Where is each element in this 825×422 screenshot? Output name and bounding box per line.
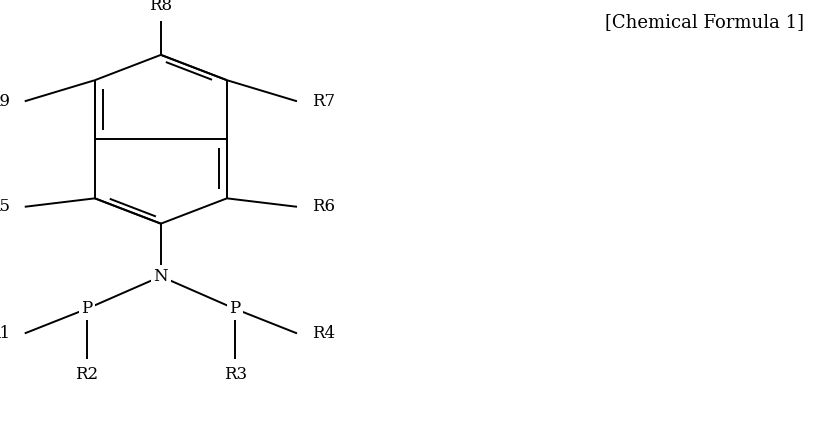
Text: P: P [229, 300, 241, 317]
Text: P: P [81, 300, 92, 317]
Text: [Chemical Formula 1]: [Chemical Formula 1] [606, 13, 804, 31]
Text: R5: R5 [0, 198, 10, 215]
Text: R1: R1 [0, 325, 10, 342]
Text: R8: R8 [149, 0, 172, 14]
Text: R6: R6 [312, 198, 335, 215]
Text: R3: R3 [224, 366, 247, 383]
Text: N: N [153, 268, 168, 285]
Text: R7: R7 [312, 93, 335, 110]
Text: R9: R9 [0, 93, 10, 110]
Text: R4: R4 [312, 325, 335, 342]
Text: R2: R2 [75, 366, 98, 383]
